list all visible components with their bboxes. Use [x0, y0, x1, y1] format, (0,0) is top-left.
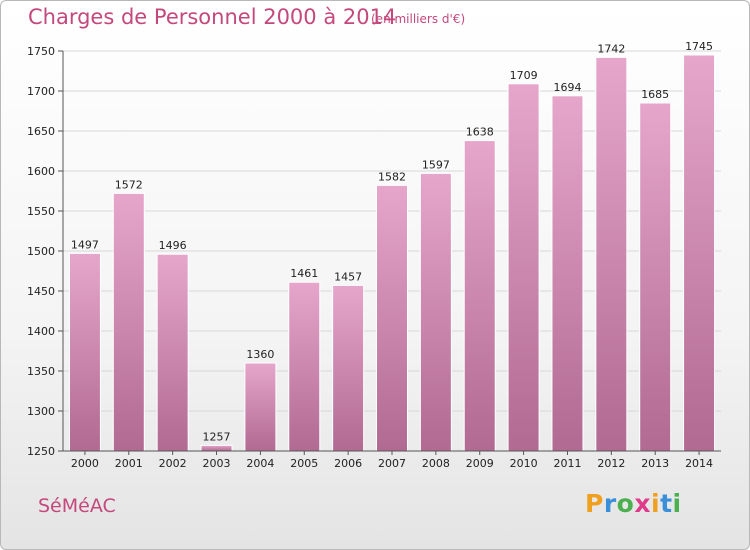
data-label-2011: 1694: [553, 81, 581, 94]
logo-letter: o: [616, 489, 635, 518]
data-label-2001: 1572: [115, 178, 143, 191]
x-tick-label-2011: 2011: [553, 457, 581, 470]
data-label-2013: 1685: [641, 88, 669, 101]
bar-2000: [68, 252, 101, 452]
x-tick-label-2002: 2002: [159, 457, 187, 470]
x-tick-label-2003: 2003: [203, 457, 231, 470]
data-label-2008: 1597: [422, 158, 450, 171]
data-label-2004: 1360: [246, 348, 274, 361]
logo-letter: x: [634, 489, 651, 518]
bar-2013: [639, 102, 672, 452]
x-tick-label-2006: 2006: [334, 457, 362, 470]
proxiti-logo: Proxiti: [585, 489, 682, 518]
bar-2004: [244, 362, 277, 452]
bar-2003: [200, 444, 233, 452]
y-tick-label: 1750: [27, 45, 55, 58]
data-label-2002: 1496: [159, 239, 187, 252]
data-label-2012: 1742: [597, 42, 625, 55]
y-tick-label: 1500: [27, 245, 55, 258]
bar-2010: [507, 83, 540, 452]
data-label-2000: 1497: [71, 238, 99, 251]
x-tick-label-2007: 2007: [378, 457, 406, 470]
bar-2008: [419, 172, 452, 452]
x-tick-label-2014: 2014: [685, 457, 713, 470]
logo-letter: i: [651, 489, 661, 518]
data-label-2006: 1457: [334, 270, 362, 283]
x-tick-label-2010: 2010: [510, 457, 538, 470]
data-label-2014: 1745: [685, 40, 713, 53]
y-tick-label: 1450: [27, 285, 55, 298]
bar-2002: [156, 253, 189, 452]
bar-2011: [551, 95, 584, 452]
y-tick-label: 1350: [27, 365, 55, 378]
x-tick-label-2004: 2004: [246, 457, 274, 470]
data-label-2005: 1461: [290, 267, 318, 280]
bar-2001: [112, 192, 145, 452]
x-tick-label-2008: 2008: [422, 457, 450, 470]
y-tick-label: 1400: [27, 325, 55, 338]
logo-letter: t: [660, 489, 673, 518]
x-tick-label-2001: 2001: [115, 457, 143, 470]
bar-2012: [595, 56, 628, 452]
x-tick-label-2005: 2005: [290, 457, 318, 470]
bar-2009: [463, 140, 496, 452]
logo-letter: P: [585, 489, 604, 518]
logo-letter: r: [603, 489, 617, 518]
y-tick-label: 1600: [27, 165, 55, 178]
data-label-2007: 1582: [378, 170, 406, 183]
y-tick-label: 1300: [27, 405, 55, 418]
chart-subtitle: (en milliers d'€): [371, 12, 466, 26]
bar-2005: [288, 281, 321, 452]
chart-title: Charges de Personnel 2000 à 2014: [28, 5, 397, 29]
x-tick-label-2012: 2012: [597, 457, 625, 470]
data-label-2009: 1638: [466, 126, 494, 139]
x-tick-label-2009: 2009: [466, 457, 494, 470]
bar-2014: [683, 54, 716, 452]
bar-2007: [376, 184, 408, 452]
data-label-2003: 1257: [203, 430, 231, 443]
x-tick-label-2013: 2013: [641, 457, 669, 470]
y-tick-label: 1250: [27, 445, 55, 458]
y-tick-label: 1550: [27, 205, 55, 218]
logo-letter: i: [672, 489, 682, 518]
commune-name: SéMéAC: [38, 495, 116, 517]
y-tick-label: 1700: [27, 85, 55, 98]
y-tick-label: 1650: [27, 125, 55, 138]
data-label-2010: 1709: [510, 69, 538, 82]
x-tick-label-2000: 2000: [71, 457, 99, 470]
bar-2006: [332, 284, 365, 452]
